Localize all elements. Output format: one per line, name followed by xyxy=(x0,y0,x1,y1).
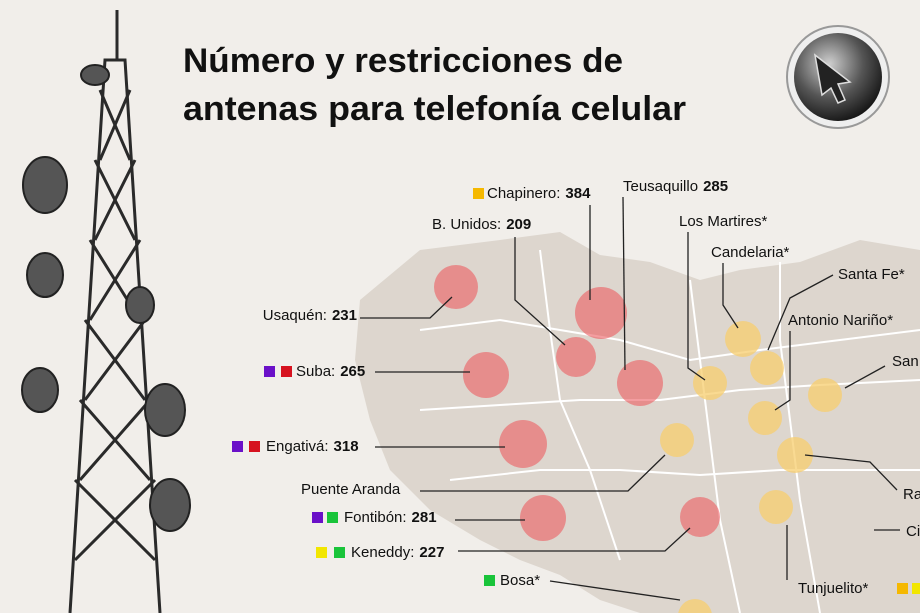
district-label: Ci xyxy=(906,523,920,540)
district-bubble xyxy=(808,378,842,412)
district-name: Teusaquillo xyxy=(623,178,698,195)
district-bubble xyxy=(759,490,793,524)
restriction-marker xyxy=(281,366,292,377)
leader-line xyxy=(844,365,886,389)
district-bubble xyxy=(499,420,547,468)
leader-line xyxy=(687,232,706,381)
leader-line xyxy=(549,580,681,601)
district-name: Usaquén: xyxy=(263,307,327,324)
district-name: Antonio Nariño* xyxy=(788,312,893,329)
leader-line xyxy=(767,274,834,351)
district-name: Tunjuelito* xyxy=(798,580,868,597)
cursor-icon xyxy=(813,53,852,104)
district-bubble xyxy=(463,352,509,398)
district-name: Candelaria* xyxy=(711,244,790,261)
leader-line xyxy=(420,454,666,492)
district-bubble xyxy=(556,337,596,377)
restriction-marker xyxy=(912,583,920,594)
district-name: Ci xyxy=(906,523,920,540)
district-name: Engativá: xyxy=(266,438,329,455)
district-bubble xyxy=(660,423,694,457)
title-line: antenas para telefonía celular xyxy=(183,90,686,128)
restriction-marker xyxy=(484,575,495,586)
antenna-count: 227 xyxy=(419,544,444,561)
district-name: Los Martires* xyxy=(679,213,768,230)
district-label: B. Unidos: 209 xyxy=(432,216,531,233)
district-label: Bosa* xyxy=(500,572,540,589)
district-label: Fontibón: 281 xyxy=(344,509,437,526)
leader-line xyxy=(514,237,566,346)
district-name: San xyxy=(892,353,919,370)
leader-line xyxy=(804,454,898,491)
district-name: B. Unidos: xyxy=(432,216,501,233)
district-name: Bosa* xyxy=(500,572,540,589)
district-bubble xyxy=(678,599,712,613)
leader-line xyxy=(622,196,626,371)
district-bubble xyxy=(693,366,727,400)
antenna-count: 231 xyxy=(332,307,357,324)
district-bubble xyxy=(748,401,782,435)
leader-line xyxy=(458,527,691,552)
district-bubble xyxy=(617,360,663,406)
district-name: Ra xyxy=(903,486,920,503)
district-label: Santa Fe* xyxy=(838,266,905,283)
antenna-count: 281 xyxy=(412,509,437,526)
restriction-marker xyxy=(327,512,338,523)
restriction-marker xyxy=(334,547,345,558)
district-name: Puente Aranda xyxy=(301,481,401,498)
district-label: Tunjuelito* xyxy=(798,580,868,597)
district-name: Chapinero: xyxy=(487,185,560,202)
district-label: Keneddy: 227 xyxy=(351,544,444,561)
district-label: San xyxy=(892,353,919,370)
district-bubble xyxy=(777,437,813,473)
antenna-tower xyxy=(68,10,162,613)
district-label: Usaquén: 231 xyxy=(263,307,357,324)
title-line: Número y restricciones de xyxy=(183,42,623,80)
district-name: Suba: xyxy=(296,363,335,380)
district-bubble xyxy=(520,495,566,541)
restriction-marker xyxy=(264,366,275,377)
district-label: Los Martires* xyxy=(679,213,768,230)
antenna-count: 384 xyxy=(565,185,591,202)
district-bubble xyxy=(434,265,478,309)
district-label: Engativá: 318 xyxy=(266,438,359,455)
restriction-marker xyxy=(897,583,908,594)
district-name: Keneddy: xyxy=(351,544,414,561)
district-name: Santa Fe* xyxy=(838,266,905,283)
leader-line xyxy=(774,331,791,411)
restriction-marker xyxy=(249,441,260,452)
district-label: Puente Aranda xyxy=(301,481,401,498)
district-bubble xyxy=(680,497,720,537)
district-label: Antonio Nariño* xyxy=(788,312,893,329)
district-bubble xyxy=(575,287,627,339)
antenna-dishes xyxy=(21,64,191,532)
district-bubble xyxy=(725,321,761,357)
antenna-count: 209 xyxy=(506,216,531,233)
restriction-marker xyxy=(473,188,484,199)
leader-line xyxy=(722,263,739,329)
district-label: Ra xyxy=(903,486,920,503)
restriction-marker xyxy=(312,512,323,523)
antenna-count: 285 xyxy=(703,178,728,195)
restriction-marker xyxy=(232,441,243,452)
district-label: Suba: 265 xyxy=(296,363,365,380)
district-bubble xyxy=(750,351,784,385)
antenna-count: 265 xyxy=(340,363,365,380)
district-label: Chapinero: 384 xyxy=(487,185,591,202)
antenna-count: 318 xyxy=(334,438,359,455)
restriction-marker xyxy=(316,547,327,558)
district-label: Teusaquillo 285 xyxy=(623,178,728,195)
leader-line xyxy=(360,296,453,319)
district-label: Candelaria* xyxy=(711,244,790,261)
district-name: Fontibón: xyxy=(344,509,407,526)
